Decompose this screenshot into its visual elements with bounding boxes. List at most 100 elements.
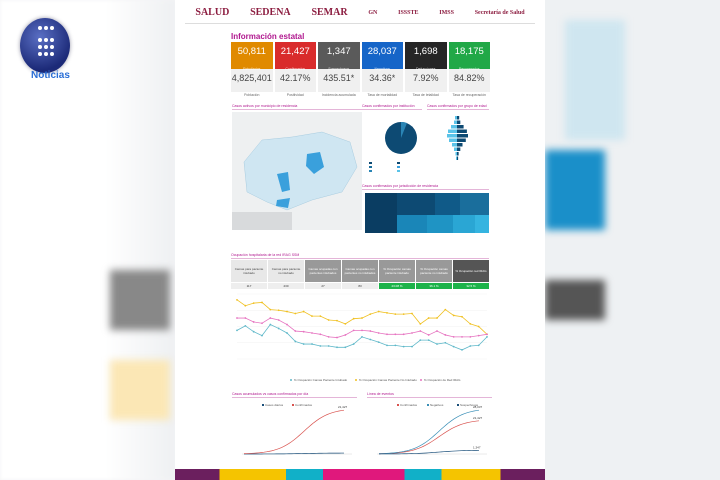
logo-2: SEMAR: [311, 7, 348, 18]
table-cell: 36.1 %: [416, 283, 452, 289]
data-point: [327, 345, 330, 347]
data-point: [461, 336, 463, 338]
rate-value: 7.92%: [412, 73, 439, 83]
series-line: [378, 449, 480, 455]
data-point: [261, 322, 263, 325]
logo-1: SEDENA: [250, 7, 291, 18]
data-point: [252, 330, 255, 333]
stat-label: Defunciones: [416, 67, 436, 71]
age-bar-male: [457, 156, 459, 160]
data-point: [469, 323, 472, 325]
rate-card: 34.36* Tasa de mortalidad: [361, 69, 403, 97]
data-point: [286, 323, 288, 326]
age-bar-male: [457, 138, 466, 142]
data-point: [352, 317, 355, 320]
data-point: [269, 317, 272, 319]
age-bar-female: [451, 125, 457, 129]
data-point: [444, 334, 447, 336]
age-pyramid-chart: [447, 116, 468, 160]
data-point: [477, 344, 480, 347]
occupancy-line-chart: % Ocupación Camas Paciente Intubado % Ocu…: [236, 293, 488, 382]
section-age-title: Casos confirmados por grupo de edad: [427, 104, 489, 110]
data-point: [252, 302, 255, 304]
dashboard-page: SALUD SEDENA SEMAR GN ISSSTE IMSS Secretaría d…: [175, 0, 545, 470]
table-header: Camas ocupadas con pacientes intubados: [305, 260, 341, 282]
logo-0: SALUD: [195, 7, 230, 18]
data-point: [361, 317, 363, 319]
institution-logos: SALUD SEDENA SEMAR GN ISSSTE IMSS Secretaría d…: [185, 2, 535, 24]
table-header: Camas para paciente no intubado: [268, 260, 304, 282]
data-point: [411, 345, 413, 348]
section-hospital-title: Ocupación hospitalaria de la red IRAG SS…: [231, 253, 489, 259]
legend-marker: [397, 404, 399, 406]
end-value-label: 28,037: [473, 405, 483, 409]
age-bar-male: [457, 116, 460, 120]
series-line: [378, 420, 480, 455]
data-point: [469, 345, 472, 347]
data-point: [419, 339, 422, 342]
data-point: [436, 330, 438, 332]
data-point: [336, 336, 338, 339]
data-point: [444, 341, 447, 344]
data-point: [352, 329, 355, 332]
institution-pie-chart: [369, 121, 417, 172]
data-point: [344, 323, 347, 325]
logo-4: ISSSTE: [398, 9, 419, 16]
stat-label: Recuperados: [458, 67, 480, 71]
age-bar-female: [456, 156, 457, 160]
logo-3: GN: [368, 9, 378, 16]
table-header: Camas ocupadas con pacientes no intubado…: [342, 260, 378, 282]
rate-card: 42.17% Positividad: [274, 69, 316, 97]
table-cell: 83: [342, 283, 378, 289]
data-point: [402, 345, 405, 348]
table-header: Camas para paciente intubado: [231, 260, 267, 282]
legend-label: Confirmados: [295, 403, 313, 407]
data-point: [244, 324, 247, 327]
stat-card: 1,347 Sospechosos: [318, 42, 360, 71]
data-point: [344, 334, 347, 336]
data-point: [427, 317, 430, 319]
rate-card: 4,825,401 Población: [231, 69, 273, 97]
section-cumulative-title: Casos acumulados vs casos confirmados po…: [232, 392, 357, 398]
data-point: [419, 323, 422, 325]
data-point: [486, 336, 488, 338]
data-point: [327, 336, 330, 338]
stat-value: 18,175: [454, 46, 484, 57]
municipality-map[interactable]: [232, 112, 362, 230]
age-bar-female: [448, 129, 457, 133]
logo-5: IMSS: [439, 9, 454, 16]
stats-grid: 50,811 Estudiados 21,427 Confirmados 1,347 So…: [231, 42, 490, 97]
age-bar-male: [457, 129, 467, 133]
table-cell: 27: [305, 283, 341, 289]
data-point: [394, 344, 397, 347]
rate-label: Tasa de letalidad: [412, 93, 439, 97]
legend-marker: [427, 404, 429, 406]
stat-label: Estudiados: [243, 67, 261, 71]
data-point: [319, 315, 322, 317]
data-point: [394, 333, 397, 336]
rate-value: 42.17%: [279, 73, 311, 83]
stat-card: 21,427 Confirmados: [274, 42, 316, 71]
rate-label: Positividad: [286, 93, 304, 97]
data-point: [477, 334, 480, 337]
stat-card: 18,175 Recuperados: [448, 42, 490, 71]
legend-marker: [290, 379, 292, 381]
legend-label: Casos diarios: [265, 403, 284, 407]
rate-value: 435.51*: [323, 73, 355, 83]
data-point: [427, 339, 430, 342]
data-point: [352, 343, 355, 345]
end-value-label: 1,347: [473, 445, 481, 449]
section-map-title: Casos activos por municipio de residenci…: [232, 104, 362, 110]
age-bar-female: [455, 116, 457, 120]
data-point: [411, 332, 413, 334]
data-point: [369, 338, 372, 341]
noticias-logo: [20, 18, 70, 73]
events-line-chart: Confirmados 21,427 Negativos 28,037Sospecho…: [377, 403, 487, 455]
stat-card: 50,811 Estudiados: [231, 42, 273, 71]
data-point: [469, 336, 472, 338]
legend-label: % Ocupación de Red IRAG: [424, 378, 461, 382]
rate-label: Tasa de recuperación: [452, 93, 486, 97]
stat-label: Negativos: [374, 67, 391, 71]
data-point: [427, 334, 430, 336]
hospital-occupancy-table: Camas para paciente intubado Camas para p…: [231, 260, 489, 289]
